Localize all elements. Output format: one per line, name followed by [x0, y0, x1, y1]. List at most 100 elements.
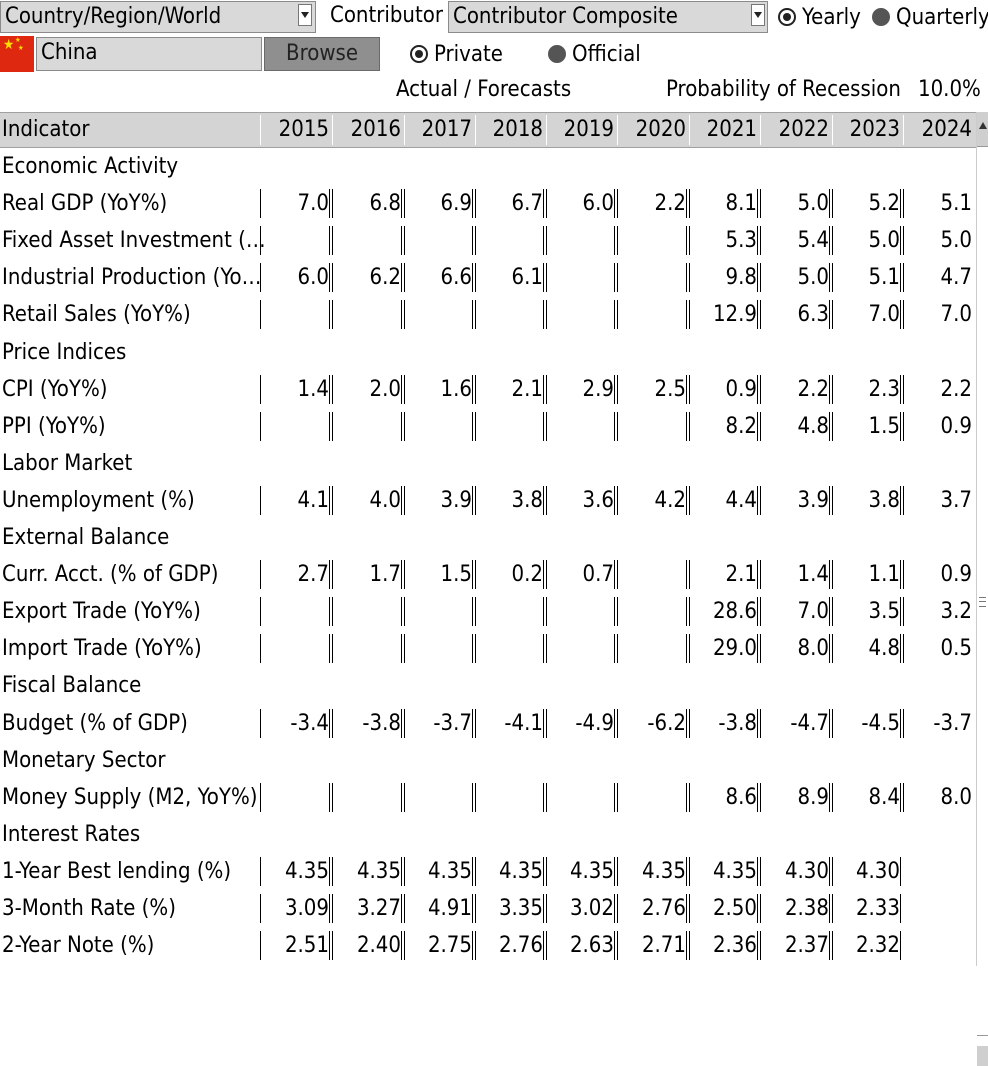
table-row[interactable]: Industrial Production (Yo… 6.0 6.2 6.6 6.1 9.…: [0, 259, 976, 296]
year-column-header[interactable]: 2024: [921, 117, 972, 142]
value-cell[interactable]: 6.9: [440, 191, 472, 217]
value-cell[interactable]: -4.1: [504, 710, 543, 736]
contributor-dropdown-arrow-icon[interactable]: [751, 4, 765, 26]
value-cell[interactable]: 2.37: [784, 933, 829, 959]
value-cell[interactable]: 12.9: [712, 302, 757, 328]
value-cell[interactable]: 6.3: [797, 302, 829, 328]
vertical-scrollbar[interactable]: [976, 112, 988, 1066]
year-column-header[interactable]: 2018: [492, 117, 543, 142]
value-cell[interactable]: -3.4: [290, 710, 329, 736]
value-cell[interactable]: 4.35: [427, 858, 472, 884]
value-cell[interactable]: 7.0: [868, 302, 900, 328]
year-column-header[interactable]: 2019: [563, 117, 614, 142]
value-cell[interactable]: 4.8: [868, 636, 900, 662]
value-cell[interactable]: 1.1: [868, 562, 900, 588]
value-cell[interactable]: 5.0: [940, 228, 972, 254]
radio-private[interactable]: Private: [410, 38, 503, 70]
value-cell[interactable]: 6.0: [582, 191, 614, 217]
value-cell[interactable]: 4.7: [940, 265, 972, 291]
value-cell[interactable]: 5.0: [797, 191, 829, 217]
value-cell[interactable]: 4.91: [427, 896, 472, 921]
value-cell[interactable]: 0.2: [511, 562, 543, 588]
value-cell[interactable]: 6.2: [369, 265, 401, 291]
value-cell[interactable]: 8.1: [725, 191, 757, 217]
value-cell[interactable]: -6.2: [647, 710, 686, 736]
value-cell[interactable]: 4.1: [297, 487, 329, 513]
value-cell[interactable]: 1.4: [797, 562, 829, 588]
value-cell[interactable]: 2.1: [725, 562, 757, 588]
value-cell[interactable]: 4.30: [855, 858, 900, 884]
radio-official[interactable]: Official: [548, 38, 641, 70]
value-cell[interactable]: 0.9: [940, 562, 972, 588]
value-cell[interactable]: 0.7: [582, 562, 614, 588]
scroll-up-icon[interactable]: [977, 112, 988, 146]
year-column-header[interactable]: 2015: [278, 117, 329, 142]
value-cell[interactable]: 2.9: [582, 376, 614, 402]
value-cell[interactable]: 5.0: [868, 228, 900, 254]
contributor-dropdown[interactable]: Contributor Composite: [448, 1, 768, 33]
year-column-header[interactable]: 2022: [778, 117, 829, 142]
value-cell[interactable]: -4.9: [575, 710, 614, 736]
value-cell[interactable]: 8.2: [725, 413, 757, 439]
value-cell[interactable]: 8.9: [797, 784, 829, 810]
value-cell[interactable]: 8.0: [797, 636, 829, 662]
value-cell[interactable]: 0.9: [940, 413, 972, 439]
value-cell[interactable]: 5.1: [940, 191, 972, 217]
value-cell[interactable]: 2.32: [855, 933, 900, 959]
value-cell[interactable]: 1.6: [440, 376, 472, 402]
value-cell[interactable]: 3.8: [511, 487, 543, 513]
value-cell[interactable]: 2.75: [427, 933, 472, 959]
table-row[interactable]: Money Supply (M2, YoY%) 8.6 8.9 8.4 8.0: [0, 779, 976, 816]
browse-button[interactable]: Browse: [264, 37, 380, 71]
value-cell[interactable]: 3.8: [868, 487, 900, 513]
value-cell[interactable]: 4.35: [284, 858, 329, 884]
value-cell[interactable]: 6.6: [440, 265, 472, 291]
value-cell[interactable]: 8.6: [725, 784, 757, 810]
value-cell[interactable]: 28.6: [712, 599, 757, 625]
value-cell[interactable]: 8.0: [940, 784, 972, 810]
value-cell[interactable]: 3.27: [356, 896, 401, 921]
value-cell[interactable]: 2.5: [654, 376, 686, 402]
value-cell[interactable]: 6.0: [297, 265, 329, 291]
country-field[interactable]: China: [36, 37, 262, 71]
value-cell[interactable]: 3.7: [940, 487, 972, 513]
value-cell[interactable]: 2.40: [356, 933, 401, 959]
value-cell[interactable]: 4.35: [641, 858, 686, 884]
value-cell[interactable]: 3.35: [498, 896, 543, 921]
value-cell[interactable]: 4.35: [356, 858, 401, 884]
value-cell[interactable]: 4.35: [569, 858, 614, 884]
table-row[interactable]: Import Trade (YoY%) 29.0 8.0 4.8 0.5: [0, 630, 976, 667]
table-row[interactable]: 1-Year Best lending (%) 4.35 4.35 4.35 4.35 4…: [0, 853, 976, 890]
year-column-header[interactable]: 2020: [635, 117, 686, 142]
value-cell[interactable]: 3.9: [440, 487, 472, 513]
value-cell[interactable]: 2.33: [855, 896, 900, 921]
value-cell[interactable]: 2.71: [641, 933, 686, 959]
value-cell[interactable]: -3.7: [933, 710, 972, 736]
value-cell[interactable]: 9.8: [725, 265, 757, 291]
value-cell[interactable]: 8.4: [868, 784, 900, 810]
value-cell[interactable]: 2.0: [369, 376, 401, 402]
year-column-header[interactable]: 2023: [849, 117, 900, 142]
value-cell[interactable]: 4.35: [498, 858, 543, 884]
value-cell[interactable]: 2.76: [498, 933, 543, 959]
value-cell[interactable]: 4.8: [797, 413, 829, 439]
value-cell[interactable]: 2.63: [569, 933, 614, 959]
table-row[interactable]: PPI (YoY%) 8.2 4.8 1.5 0.9: [0, 408, 976, 445]
table-row[interactable]: 3-Month Rate (%) 3.09 3.27 4.91 3.35 3.02 2.76…: [0, 890, 976, 927]
value-cell[interactable]: 6.8: [369, 191, 401, 217]
value-cell[interactable]: 5.4: [797, 228, 829, 254]
value-cell[interactable]: 4.4: [725, 487, 757, 513]
value-cell[interactable]: 2.3: [868, 376, 900, 402]
value-cell[interactable]: 1.7: [369, 562, 401, 588]
region-dropdown-arrow-icon[interactable]: [298, 4, 312, 26]
value-cell[interactable]: 5.0: [797, 265, 829, 291]
value-cell[interactable]: 3.2: [940, 599, 972, 625]
value-cell[interactable]: 29.0: [712, 636, 757, 662]
table-row[interactable]: Export Trade (YoY%) 28.6 7.0 3.5 3.2: [0, 593, 976, 630]
value-cell[interactable]: 4.30: [784, 858, 829, 884]
year-column-header[interactable]: 2017: [421, 117, 472, 142]
value-cell[interactable]: 5.1: [868, 265, 900, 291]
value-cell[interactable]: 3.6: [582, 487, 614, 513]
value-cell[interactable]: 7.0: [940, 302, 972, 328]
table-row[interactable]: 2-Year Note (%) 2.51 2.40 2.75 2.76 2.63 2.71 2…: [0, 927, 976, 964]
